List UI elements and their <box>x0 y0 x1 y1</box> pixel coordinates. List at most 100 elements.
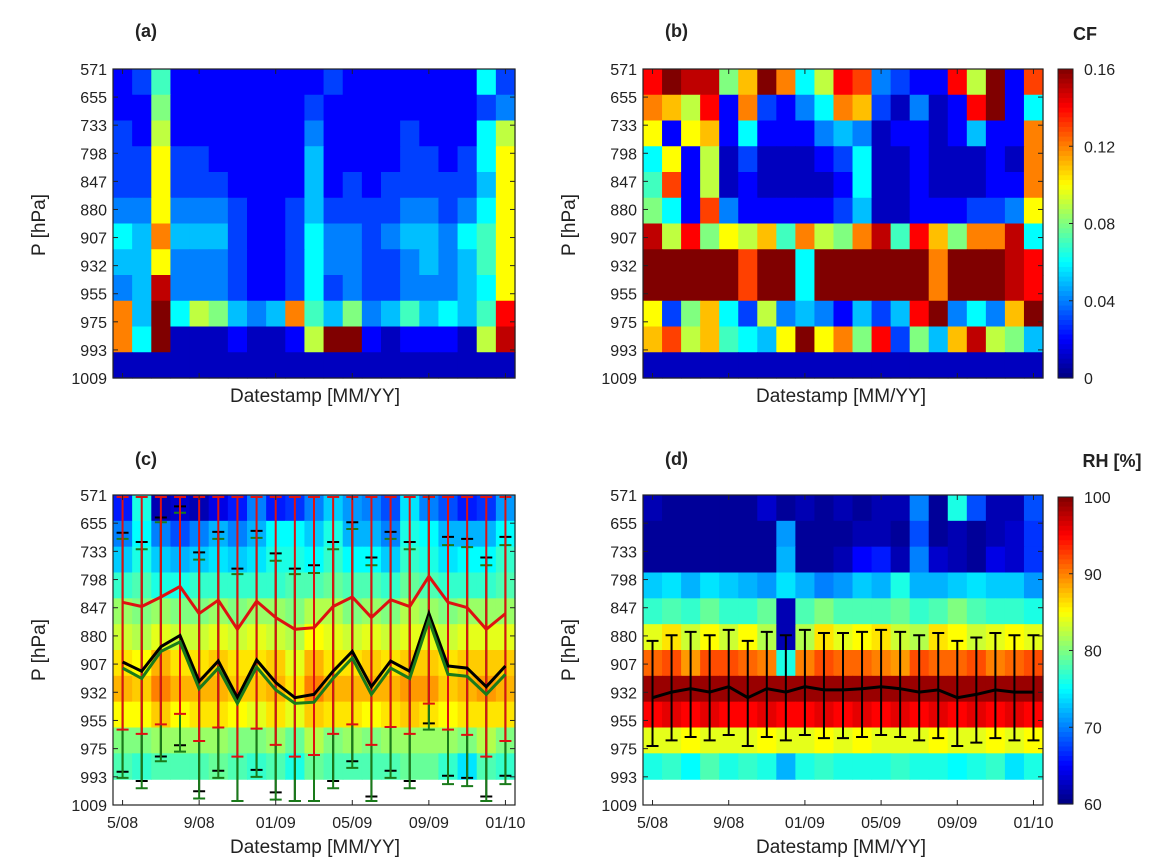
heatmap-cell <box>795 146 816 173</box>
y-tick-label: 1009 <box>71 371 107 388</box>
y-tick-label: 880 <box>80 629 107 646</box>
heatmap-cell <box>909 300 930 328</box>
heatmap-cell <box>495 300 516 328</box>
y-tick-label: 975 <box>610 315 637 332</box>
heatmap-cell <box>947 753 968 780</box>
heatmap-cell <box>795 94 816 122</box>
heatmap-cell <box>852 223 873 250</box>
error-bar <box>403 496 416 735</box>
heatmap-cell <box>947 223 968 250</box>
heatmap-cell <box>189 94 210 122</box>
colorbar-swatch <box>1058 736 1073 743</box>
colorbar-swatch <box>1058 117 1073 123</box>
colorbar-swatch <box>1058 789 1073 796</box>
heatmap-cell <box>1023 197 1044 225</box>
heatmap-cell <box>247 352 267 379</box>
y-tick-label: 655 <box>80 516 107 533</box>
heatmap-cell <box>757 520 777 548</box>
colorbar-swatch <box>1058 291 1073 297</box>
heatmap-cell <box>643 624 663 651</box>
heatmap-cell <box>776 172 796 199</box>
heatmap-cell <box>833 249 854 276</box>
heatmap-cell <box>438 352 459 379</box>
profile-line <box>122 573 507 632</box>
heatmap-cell <box>852 495 873 522</box>
heatmap-cell <box>361 326 382 353</box>
heatmap-cell <box>457 94 478 122</box>
heatmap-cell <box>113 300 133 328</box>
heatmap-cell <box>909 197 930 225</box>
heatmap-cell <box>928 546 949 574</box>
heatmap-cell <box>400 94 420 122</box>
heatmap-cell <box>643 249 663 276</box>
error-bar <box>951 639 964 748</box>
heatmap-cell <box>643 753 663 780</box>
heatmap-cell <box>285 69 306 96</box>
heatmap-cell <box>438 120 459 147</box>
heatmap-cell <box>985 223 1006 250</box>
heatmap-cell <box>266 249 286 276</box>
heatmap-cell <box>776 598 796 625</box>
heatmap-cell <box>476 275 497 302</box>
heatmap-cell <box>757 495 777 522</box>
colorbar-swatch <box>1058 597 1073 604</box>
x-tick-label: 01/09 <box>785 815 825 832</box>
colorbar-swatch <box>1058 184 1073 191</box>
heatmap-cell <box>151 146 172 173</box>
heatmap-cell <box>1004 572 1025 599</box>
heatmap-cell <box>457 300 478 328</box>
heatmap-cell <box>400 172 420 199</box>
heatmap-cell <box>113 275 133 302</box>
panel-c: (c) 571 655 733 798 847 880 907 932 955 975 993 100… <box>29 449 526 858</box>
heatmap-cell <box>719 249 739 276</box>
heatmap-cell <box>852 352 873 379</box>
heatmap-cell <box>928 520 949 548</box>
heatmap-cell <box>776 94 796 122</box>
heatmap-cell <box>323 326 344 353</box>
heatmap-cell <box>662 572 682 599</box>
heatmap-cell <box>985 94 1006 122</box>
heatmap-cell <box>814 197 835 225</box>
heatmap-cell <box>323 146 344 173</box>
heatmap-cell <box>1023 223 1044 250</box>
heatmap-cell <box>966 598 987 625</box>
heatmap-cell <box>909 572 930 599</box>
y-tick-label: 798 <box>610 573 637 590</box>
colorbar-swatch <box>1058 712 1073 719</box>
heatmap-cell <box>323 275 344 302</box>
error-bar <box>212 496 225 729</box>
colorbar-swatch <box>1058 266 1073 273</box>
heatmap-cell <box>738 546 758 574</box>
heatmap-cell <box>947 120 968 147</box>
heatmap-cell <box>985 249 1006 276</box>
heatmap-cell <box>113 352 133 379</box>
heatmap-cell <box>247 172 267 199</box>
colorbar-swatch <box>1058 684 1073 690</box>
heatmap-cell <box>323 172 344 199</box>
heatmap-cell <box>852 727 873 754</box>
heatmap-cell <box>795 753 816 780</box>
heatmap-cell <box>113 146 133 173</box>
heatmap-cell <box>928 275 949 302</box>
colorbar-swatch <box>1058 141 1073 147</box>
heatmap-cell <box>170 300 191 328</box>
heatmap-cell <box>495 197 516 225</box>
heatmap-cell <box>361 146 382 173</box>
heatmap-cell <box>438 300 459 328</box>
heatmap-cell <box>285 120 306 147</box>
heatmap-cell <box>419 249 440 276</box>
heatmap-cell <box>814 326 835 353</box>
colorbar-swatch <box>1058 93 1073 99</box>
heatmap-cell <box>947 326 968 353</box>
colorbar-swatch <box>1058 564 1073 570</box>
y-tick-label: 733 <box>80 544 107 561</box>
heatmap-cell <box>227 249 248 276</box>
heatmap-cell <box>890 69 911 96</box>
heatmap-cell <box>852 275 873 302</box>
heatmap-cell <box>890 197 911 225</box>
colorbar-swatch <box>1058 530 1073 536</box>
heatmap-cell <box>795 120 816 147</box>
heatmap-cell <box>342 223 363 250</box>
y-tick-label: 733 <box>610 118 637 135</box>
heatmap-cell <box>814 300 835 328</box>
